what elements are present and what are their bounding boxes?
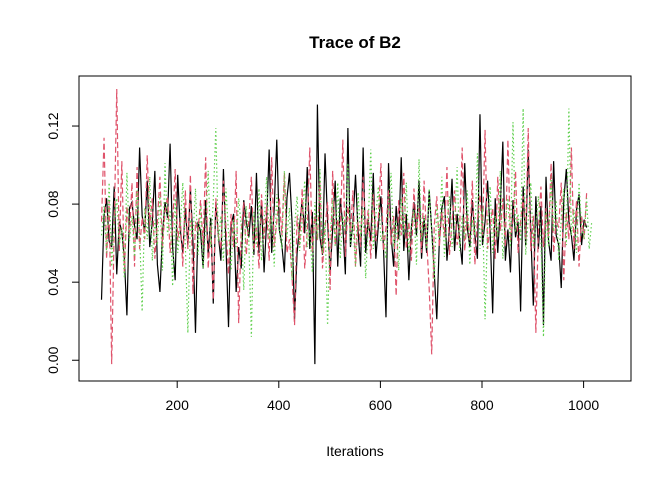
x-axis: 200 400 600 800 1000 xyxy=(166,380,599,413)
series-line-2 xyxy=(100,88,588,365)
series-line-3 xyxy=(100,108,593,337)
x-tick-label: 1000 xyxy=(568,397,599,413)
x-axis-label: Iterations xyxy=(326,443,384,459)
x-tick-label: 400 xyxy=(267,397,291,413)
y-tick-label: 0.00 xyxy=(45,346,61,373)
y-axis: 0.00 0.04 0.08 0.12 xyxy=(45,112,80,374)
x-tick-label: 600 xyxy=(369,397,393,413)
x-tick-label: 800 xyxy=(470,397,494,413)
series-layer xyxy=(100,88,593,365)
chart-title: Trace of B2 xyxy=(309,33,401,52)
y-tick-label: 0.12 xyxy=(45,112,61,139)
y-tick-label: 0.04 xyxy=(45,268,61,295)
x-tick-label: 200 xyxy=(166,397,190,413)
y-tick-label: 0.08 xyxy=(45,190,61,217)
